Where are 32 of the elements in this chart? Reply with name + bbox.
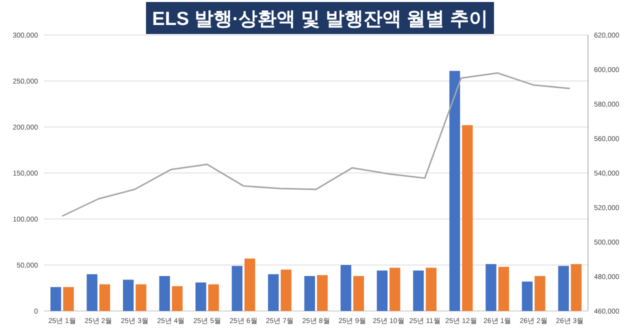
bar bbox=[522, 282, 533, 311]
bar bbox=[232, 266, 242, 311]
bar bbox=[196, 282, 206, 311]
bar bbox=[558, 266, 569, 311]
bar bbox=[244, 258, 256, 311]
line-series bbox=[61, 72, 571, 217]
bar bbox=[498, 266, 510, 311]
bar bbox=[268, 274, 279, 311]
bar bbox=[208, 284, 219, 311]
bar bbox=[534, 276, 546, 311]
bar bbox=[376, 270, 388, 311]
bar bbox=[449, 70, 460, 311]
bar bbox=[122, 280, 134, 311]
bar bbox=[63, 287, 74, 311]
bar bbox=[50, 287, 62, 311]
bar bbox=[462, 125, 473, 311]
bar bbox=[172, 286, 183, 311]
bar bbox=[304, 276, 315, 311]
bar bbox=[413, 270, 424, 311]
bar bbox=[136, 284, 146, 311]
bar bbox=[99, 284, 110, 311]
bar bbox=[340, 265, 352, 311]
bar bbox=[353, 276, 364, 311]
bar bbox=[570, 264, 582, 311]
bar bbox=[486, 264, 496, 311]
bar bbox=[280, 270, 292, 311]
bar bbox=[159, 276, 170, 311]
bar bbox=[426, 268, 436, 311]
bar bbox=[390, 268, 400, 311]
bar bbox=[317, 275, 328, 311]
bar bbox=[86, 274, 98, 311]
chart-title: ELS 발행·상환액 및 발행잔액 월별 추이 bbox=[152, 9, 488, 30]
